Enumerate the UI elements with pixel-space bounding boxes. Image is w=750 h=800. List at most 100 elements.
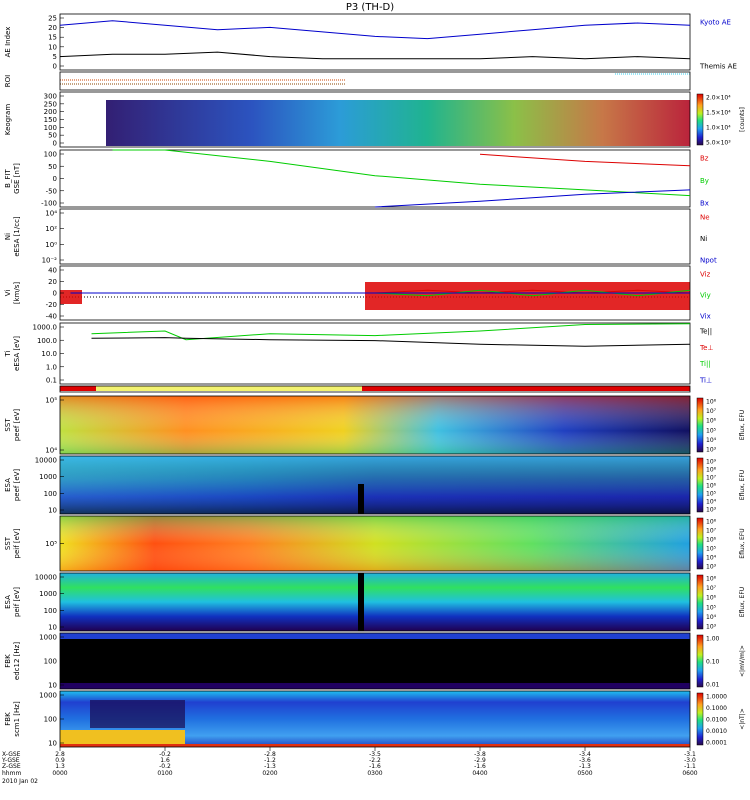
ytick-bfit-1: 50 [48, 163, 57, 171]
colorbar-label-fbk_e-2: 0.01 [706, 682, 720, 689]
ytick-keogram-1: 250 [44, 100, 57, 108]
colorbar-label-keogram-2: 1.0×10⁴ [706, 125, 731, 132]
series-line-bfit-2 [374, 189, 691, 208]
ylabel-esa_i: ESA [4, 595, 12, 609]
time-axis-rowlabel-2: Z-GSE [2, 763, 21, 770]
colorbar-label-sst_e-1: 10⁷ [706, 408, 717, 415]
colorbar-label-esa_e-1: 10⁸ [706, 467, 717, 474]
colorbar-label-sst_i-0: 10⁸ [706, 519, 717, 526]
colorbar-label-sst_e-4: 10⁴ [706, 437, 717, 444]
ytick-keogram-0: 300 [44, 93, 57, 101]
legend-vi-1: Viy [700, 292, 711, 300]
fbk-edc12-spectrogram [60, 633, 690, 689]
esa-ion-spectrogram [60, 573, 690, 631]
ytick-fbk_e-2: 10 [48, 682, 57, 690]
fbk-edc12-top-band [60, 633, 690, 639]
time-tick-hhmm-4: 0400 [472, 770, 487, 777]
colorbar-label-esa_i-2: 10⁶ [706, 595, 717, 602]
ytick-ae-0: 25 [48, 15, 57, 23]
series-line-ti-1 [91, 337, 691, 347]
time-tick-z_gse-6: -1.1 [684, 763, 696, 770]
ytick-ae-5: 0 [53, 63, 57, 71]
colorbar-esa_i [696, 574, 704, 630]
sst-electron-shade [60, 396, 690, 454]
ylabel-sst_e: SST [4, 418, 12, 432]
legend-vi-0: Viz [700, 271, 711, 279]
ytick-vi-0: 40 [48, 267, 57, 275]
colorbar-label-sst_e-3: 10⁵ [706, 427, 717, 434]
fbk-scm1-bottom-edge [60, 744, 690, 747]
panel-frame-mode [59, 385, 691, 393]
colorbar-sst_i [696, 517, 704, 570]
time-tick-hhmm-6: 0600 [682, 770, 697, 777]
yunits-ni: eESA [1/cc] [13, 216, 21, 257]
series-line-ti-0 [91, 323, 691, 341]
time-tick-y_gse-6: -3.0 [684, 757, 696, 764]
ytick-fbk_b-0: 1000 [39, 692, 57, 700]
ylabel-bfit: B_FIT [4, 168, 12, 187]
ytick-ae-1: 20 [48, 24, 57, 32]
time-tick-y_gse-5: -3.6 [579, 757, 591, 764]
plot-title: P3 (TH-D) [346, 2, 394, 13]
legend-bfit-0: Bz [700, 155, 709, 163]
yunits-sst_e: peef [eV] [13, 409, 21, 442]
legend-ni-2: Npot [700, 257, 717, 265]
yunits-esa_e: peef [eV] [13, 469, 21, 502]
colorbar-label-esa_i-5: 10³ [706, 624, 717, 631]
ytick-ti-0: 1000.0 [33, 324, 58, 332]
colorbar-label-sst_i-1: 10⁷ [706, 528, 717, 535]
ytick-esa_i-0: 10000 [35, 574, 57, 582]
keogram-image [106, 100, 690, 146]
ytick-ti-3: 1.0 [46, 363, 57, 371]
ytick-ae-4: 5 [53, 53, 57, 61]
yunits-vi: [km/s] [13, 282, 21, 305]
colorbar-label-fbk_e-1: 0.10 [706, 659, 720, 666]
series-line-bfit-1 [112, 149, 691, 197]
fbk-edc12-bottom-band [60, 683, 690, 689]
fbk-scm1-low-band [60, 730, 185, 744]
colorbar-label-sst_e-5: 10³ [706, 447, 717, 454]
ytick-sst_e-0: 10⁵ [45, 397, 57, 405]
ytick-vi-2: 0 [53, 290, 57, 298]
ytick-esa_i-1: 1000 [39, 590, 57, 598]
time-tick-z_gse-5: -1.3 [579, 763, 591, 770]
colorbar-label-esa_i-3: 10⁵ [706, 604, 717, 611]
time-tick-z_gse-3: -1.6 [369, 763, 381, 770]
panel-frame-bfit [59, 149, 691, 208]
ytick-esa_i-2: 100 [44, 607, 57, 615]
time-tick-hhmm-3: 0300 [367, 770, 382, 777]
colorbar-title-sst_e: Eflux, EFU [739, 410, 746, 440]
ylabel-roi: ROI [4, 75, 12, 87]
ytick-ti-2: 10.0 [41, 350, 57, 358]
colorbar-label-esa_i-4: 10⁴ [706, 614, 717, 621]
esa-electron-shade [60, 456, 690, 514]
yunits-fbk_e: edc12 [Hz] [13, 642, 21, 680]
colorbar-title-esa_e: Eflux, EFU [739, 470, 746, 500]
panel-frame-sst_e [59, 395, 691, 455]
ylabel-fbk_e: FBK [4, 654, 12, 668]
time-tick-x_gse-3: -3.5 [369, 751, 381, 758]
time-tick-x_gse-6: -3.1 [684, 751, 696, 758]
ytick-vi-3: -20 [46, 301, 57, 309]
vi-noise-band [365, 282, 690, 310]
time-tick-z_gse-4: -1.6 [474, 763, 486, 770]
time-tick-hhmm-1: 0100 [157, 770, 172, 777]
panel-frame-ni [59, 208, 691, 265]
time-tick-z_gse-1: -0.2 [159, 763, 171, 770]
time-axis-rowlabel-0: X-GSE [2, 751, 21, 758]
ytick-keogram-4: 100 [44, 124, 57, 132]
ytick-vi-4: -40 [46, 313, 57, 321]
panel-frame-esa_i [59, 572, 691, 632]
colorbar-label-sst_e-0: 10⁸ [706, 399, 717, 406]
ytick-keogram-3: 150 [44, 116, 57, 124]
ytick-ni-1: 10² [45, 225, 57, 233]
ytick-fbk_b-2: 10 [48, 740, 57, 748]
ylabel-vi: Vi [4, 290, 12, 297]
ytick-ae-3: 10 [48, 43, 57, 51]
ytick-ni-3: 10⁻² [42, 257, 58, 265]
time-tick-hhmm-2: 0200 [262, 770, 277, 777]
ytick-fbk_b-1: 100 [44, 716, 57, 724]
ytick-keogram-2: 200 [44, 108, 57, 116]
